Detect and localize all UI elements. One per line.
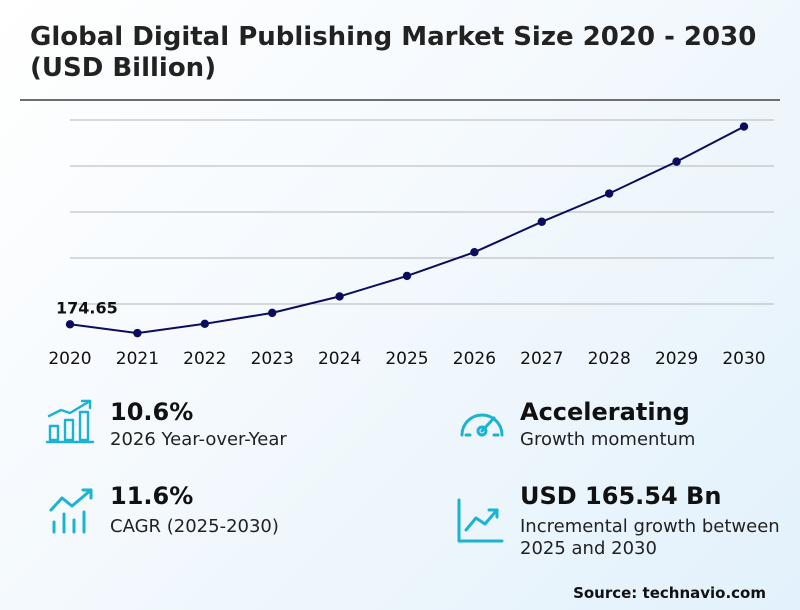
x-tick-2020: 2020 xyxy=(48,349,91,369)
x-tick-2024: 2024 xyxy=(318,349,361,369)
incremental-value: USD 165.54 Bn xyxy=(520,482,722,510)
data-point-2026 xyxy=(470,247,479,257)
data-points xyxy=(65,122,749,338)
data-point-2024 xyxy=(335,292,344,301)
trend-bars-icon xyxy=(49,488,93,534)
line-chart: 2020 2021 2022 2023 2024 2025 2026 2027 2028 2029… xyxy=(48,119,774,369)
x-tick-2026: 2026 xyxy=(453,349,496,369)
x-tick-2027: 2027 xyxy=(520,349,563,369)
data-point-2021 xyxy=(133,328,142,338)
yoy-value: 10.6% xyxy=(110,398,194,426)
data-point-2027 xyxy=(537,217,546,226)
x-axis-ticks: 2020 2021 2022 2023 2024 2025 2026 2027 2028 2029… xyxy=(48,349,765,369)
chart-title: Global Digital Publishing Market Size 20… xyxy=(30,22,757,83)
line-trend-icon xyxy=(457,498,504,543)
momentum-value: Accelerating xyxy=(520,398,690,426)
series-line xyxy=(69,125,745,335)
data-point-2022 xyxy=(200,319,209,328)
data-point-2020 xyxy=(65,320,75,329)
data-point-2029 xyxy=(672,157,681,166)
data-point-2028 xyxy=(605,189,614,198)
title-divider xyxy=(20,99,780,101)
data-point-2023 xyxy=(268,308,277,318)
cagr-value: 11.6% xyxy=(110,482,194,510)
speedometer-icon xyxy=(460,413,504,437)
momentum-label: Growth momentum xyxy=(520,429,696,450)
yoy-label: 2026 Year-over-Year xyxy=(110,429,287,450)
cagr-label: CAGR (2025-2030) xyxy=(110,516,279,537)
x-tick-2029: 2029 xyxy=(655,349,698,369)
x-tick-2023: 2023 xyxy=(251,349,294,369)
x-tick-2025: 2025 xyxy=(385,349,428,369)
data-labels: 174.65 xyxy=(56,298,118,317)
x-tick-2022: 2022 xyxy=(183,349,226,369)
x-tick-2021: 2021 xyxy=(116,349,159,369)
bar-chart-growth-icon xyxy=(46,399,94,444)
data-point-2025 xyxy=(402,271,412,281)
grid-lines xyxy=(70,119,774,305)
data-point-2030 xyxy=(739,122,749,131)
x-tick-2030: 2030 xyxy=(722,349,765,369)
x-tick-2028: 2028 xyxy=(588,349,631,369)
incremental-label: Incremental growth between 2025 and 2030 xyxy=(520,516,780,559)
data-label-2020: 174.65 xyxy=(56,298,118,317)
source-credit: Source: technavio.com xyxy=(573,584,766,602)
